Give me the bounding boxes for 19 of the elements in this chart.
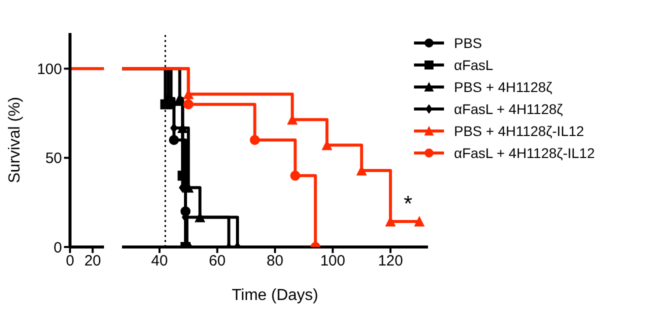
x-tick-label: 20 <box>84 252 102 270</box>
legend-label: PBS + 4H1128ζ-IL12 <box>454 123 584 139</box>
y-tick-label: 100 <box>36 60 62 78</box>
x-tick-label: 100 <box>320 252 346 270</box>
legend-label: PBS <box>454 35 482 51</box>
x-axis-title: Time (Days) <box>232 287 318 304</box>
x-tick-label: 40 <box>151 252 168 270</box>
legend-label: αFasL <box>454 57 494 73</box>
y-tick-label: 0 <box>54 239 62 256</box>
legend-label: αFasL + 4H1128ζ-IL12 <box>454 145 595 161</box>
annotation: * <box>404 191 413 216</box>
x-tick-label: 120 <box>378 252 403 270</box>
x-tick-label: 80 <box>266 252 284 270</box>
legend-label: PBS + 4H1128ζ <box>454 79 552 95</box>
x-tick-label: 0 <box>66 252 74 270</box>
legend-label: αFasL + 4H1128ζ <box>454 101 563 117</box>
x-tick-label: 60 <box>208 252 226 270</box>
y-axis-title: Survival (%) <box>6 96 24 184</box>
y-tick-label: 50 <box>45 150 62 168</box>
